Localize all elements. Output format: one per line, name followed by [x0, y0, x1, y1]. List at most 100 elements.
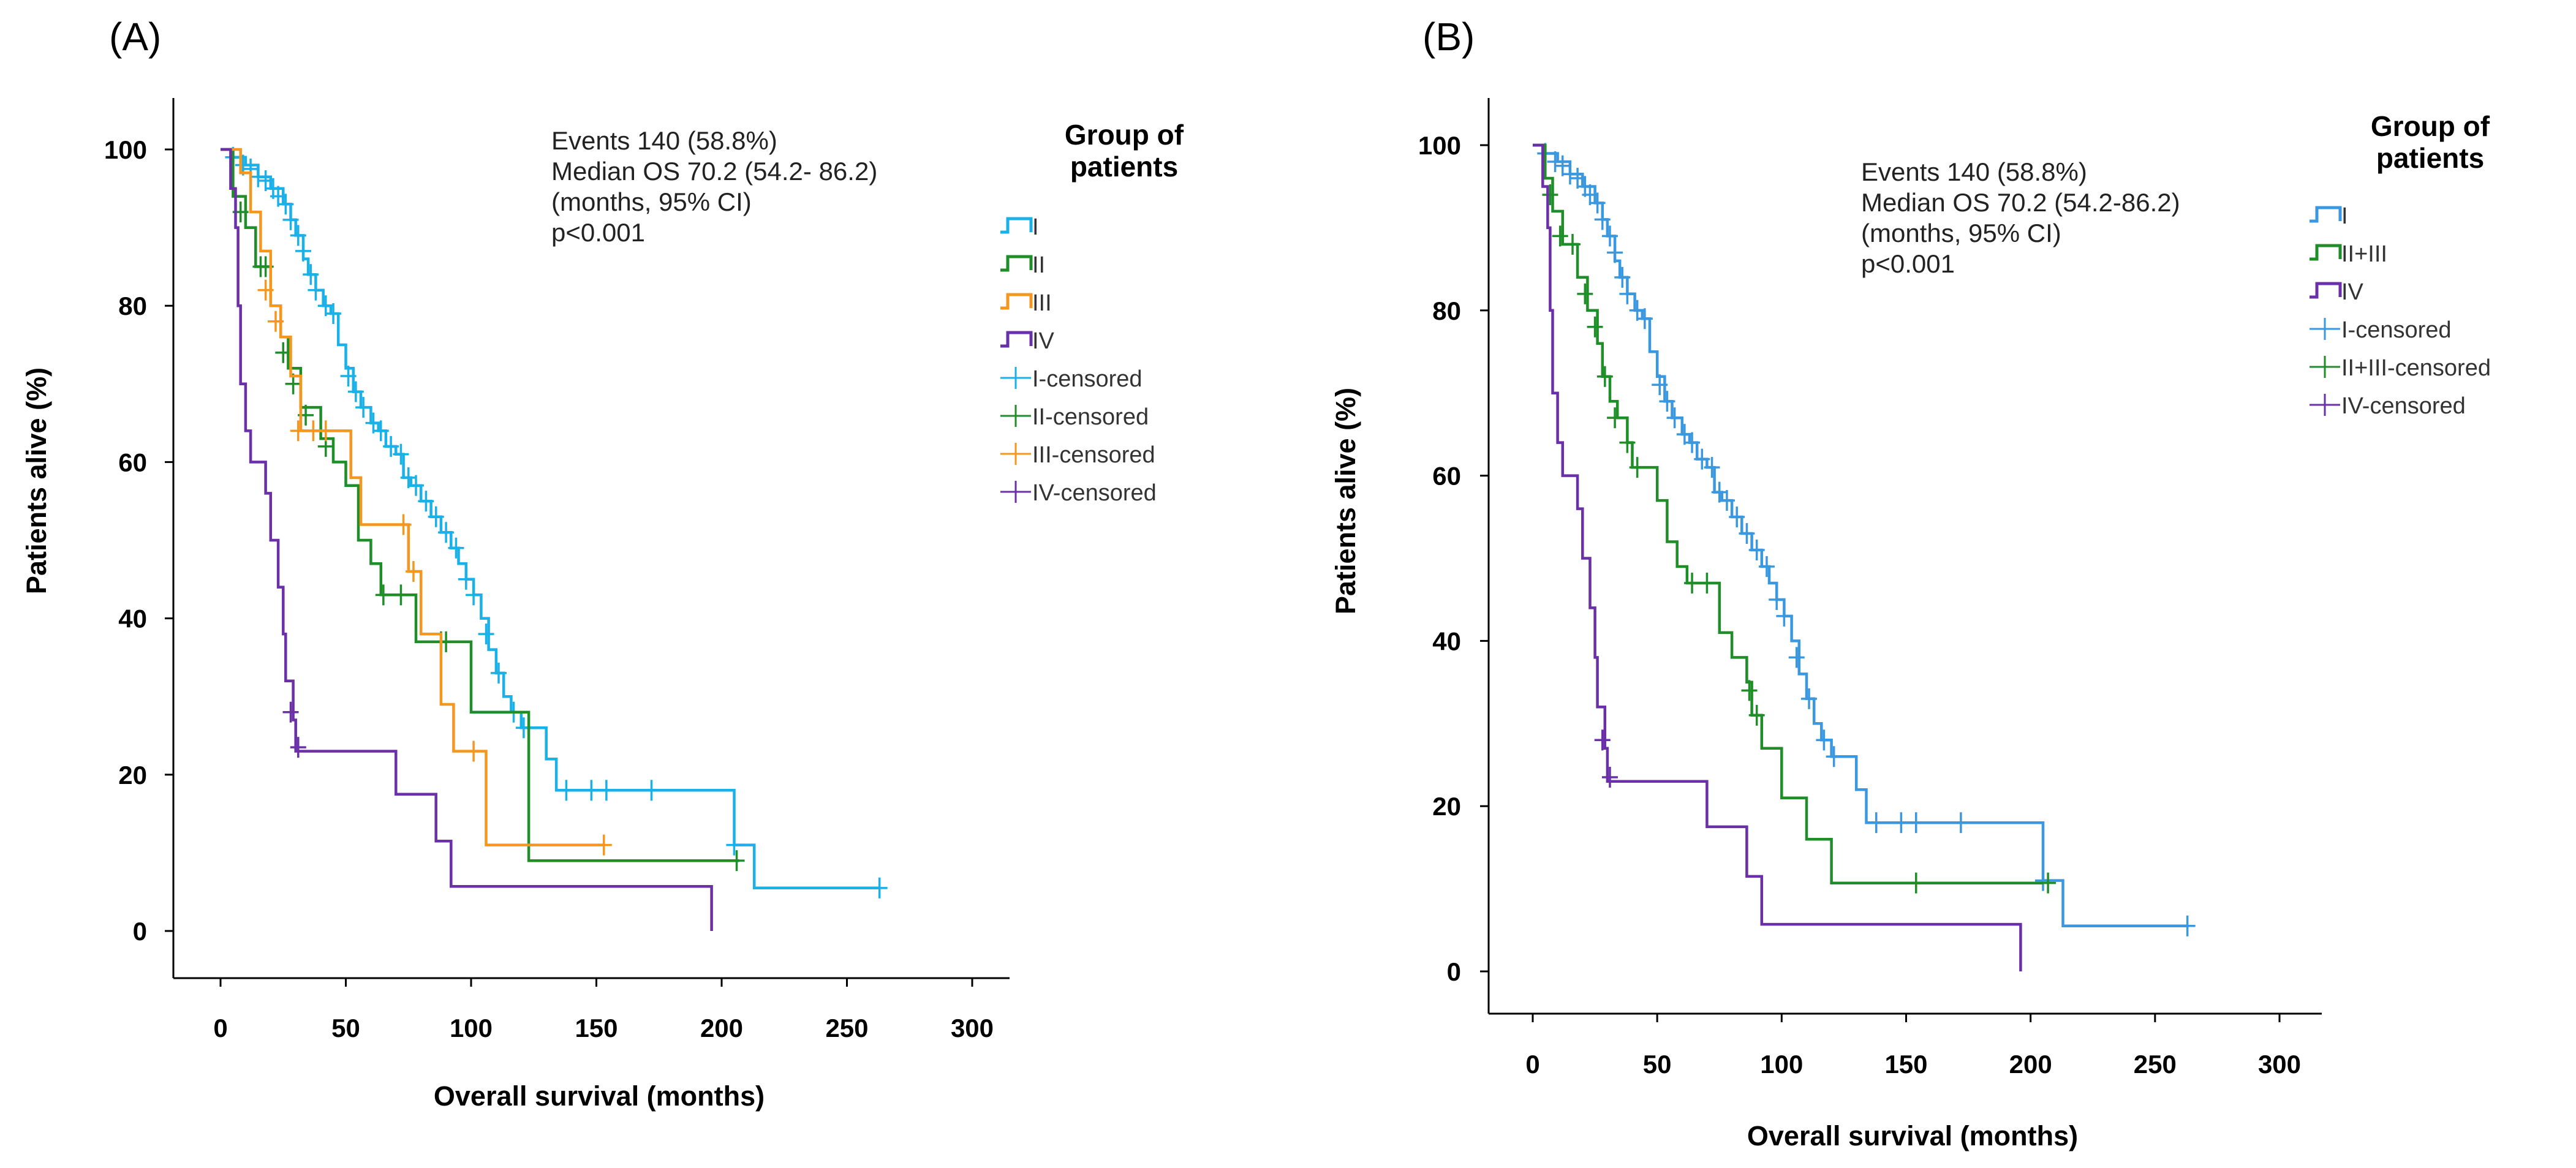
- censor-mark-i: [1607, 242, 1623, 263]
- stats-annotation-line: Events 140 (58.8%): [551, 126, 777, 155]
- censor-mark-iii: [267, 311, 284, 332]
- censor-mark-i: [1614, 266, 1631, 288]
- censor-mark-iv: [290, 737, 306, 758]
- censor-mark-ii-iii: [1607, 407, 1623, 429]
- legend-swatch-step: [1000, 331, 1033, 348]
- censor-mark-i: [1952, 812, 1969, 834]
- censor-mark-i: [408, 475, 425, 496]
- censor-mark-i: [458, 568, 474, 590]
- censor-mark-i: [1826, 746, 1842, 767]
- censor-mark-i: [1589, 192, 1606, 214]
- censor-mark-i: [1684, 432, 1701, 453]
- censor-mark-i: [290, 225, 306, 246]
- censor-mark-i: [1554, 155, 1571, 176]
- censor-mark-i: [1788, 647, 1805, 668]
- censor-mark-i: [558, 780, 575, 801]
- censor-mark-i: [340, 366, 357, 387]
- x-tick-label: 50: [331, 1014, 360, 1042]
- x-axis-title: Overall survival (months): [434, 1080, 765, 1112]
- censor-mark-i: [643, 780, 660, 801]
- censor-mark-ii-iii: [1908, 872, 1924, 894]
- km-panel-a: (A) 0 20 40 60 80 100 0 50 100 150 200 250 300 Overall…: [21, 15, 1184, 1112]
- x-tick-label: 250: [2134, 1050, 2177, 1079]
- x-axis-title: Overall survival (months): [1747, 1120, 2078, 1151]
- censor-mark-i: [1562, 164, 1578, 185]
- y-tick-label: 80: [118, 292, 147, 320]
- censor-mark-i: [347, 381, 364, 402]
- censor-mark-i: [2179, 915, 2196, 936]
- censor-mark-i: [1636, 308, 1653, 330]
- x-tick-label: 300: [951, 1014, 994, 1042]
- censor-mark-i: [438, 522, 455, 543]
- survival-curve-iii: [221, 148, 604, 846]
- censor-mark-iii: [317, 420, 334, 442]
- censor-mark-i: [1652, 374, 1668, 396]
- legend-swatch-step: [1000, 217, 1033, 234]
- km-panel-b: (B) 0 20 40 60 80 100 0 50 100 150 200 250 300 Overall…: [1330, 15, 2491, 1151]
- censor-mark-i: [1601, 225, 1618, 247]
- censor-mark-iii: [257, 279, 274, 301]
- censor-mark-i: [428, 506, 444, 527]
- censor-mark-i: [1547, 151, 1563, 172]
- legend-label: III: [1032, 290, 1052, 316]
- x-tick-label: 300: [2258, 1050, 2301, 1079]
- legend-swatch-step: [2310, 206, 2342, 223]
- y-tick-label: 20: [118, 761, 147, 789]
- censor-mark-iii: [395, 514, 412, 535]
- censor-mark-ii: [728, 850, 745, 872]
- censor-mark-i: [372, 420, 389, 442]
- censor-mark-ii-iii: [1619, 432, 1636, 453]
- y-tick-label: 100: [104, 135, 147, 164]
- censor-mark-i: [1718, 490, 1735, 511]
- censor-mark-i: [1769, 589, 1785, 610]
- legend-swatch-step: [2310, 282, 2342, 299]
- censor-mark-iv: [282, 701, 299, 723]
- censor-mark-i: [1801, 688, 1818, 709]
- censor-mark-i: [466, 584, 482, 606]
- censor-mark-i: [393, 443, 409, 465]
- panel-label: (A): [109, 15, 161, 59]
- legend-label: I: [1032, 214, 1039, 240]
- censor-mark-ii: [375, 584, 391, 606]
- censor-mark-i: [282, 209, 299, 230]
- y-tick-label: 20: [1432, 792, 1461, 821]
- y-tick-label: 40: [1432, 627, 1461, 655]
- censor-mark-ii-iii: [1699, 572, 1715, 593]
- censor-mark-ii-iii: [1565, 233, 1581, 255]
- censor-mark-i: [383, 435, 399, 457]
- legend-label: IV: [1032, 328, 1055, 354]
- censor-mark-iii: [405, 561, 421, 582]
- censor-mark-ii-iii: [1741, 680, 1758, 701]
- y-tick-label: 0: [133, 917, 147, 946]
- censor-mark-i: [1619, 283, 1636, 304]
- censor-mark-i: [1711, 481, 1728, 503]
- censor-mark-i: [325, 303, 342, 324]
- x-tick-label: 150: [575, 1014, 618, 1042]
- x-tick-label: 150: [1884, 1050, 1927, 1079]
- legend-label: II-censored: [1032, 404, 1149, 430]
- legend-swatch-step: [1000, 293, 1033, 310]
- censor-mark-i: [1729, 507, 1745, 528]
- legend-title: patients: [2376, 142, 2484, 174]
- legend-swatch-step: [1000, 255, 1033, 272]
- stats-annotation-line: Median OS 70.2 (54.2-86.2): [1861, 188, 2180, 217]
- censor-mark-ii-iii: [1596, 366, 1613, 387]
- censor-mark-i: [1758, 556, 1775, 577]
- censor-mark-i: [1694, 448, 1710, 470]
- censor-mark-i: [1739, 523, 1755, 544]
- y-axis-title: Patients alive (%): [21, 367, 52, 594]
- legend-label: III-censored: [1032, 442, 1155, 468]
- censor-mark-i: [278, 194, 294, 215]
- legend-swatch-step: [2310, 244, 2342, 261]
- survival-curve-ii-iii: [1533, 143, 2043, 884]
- survival-curve-i: [221, 148, 880, 890]
- y-axis-title: Patients alive (%): [1330, 388, 1361, 614]
- y-tick-label: 60: [118, 448, 147, 477]
- censor-mark-i: [1659, 391, 1675, 412]
- censor-mark-iv: [1601, 766, 1618, 788]
- censor-mark-i: [250, 166, 266, 187]
- censor-mark-ii: [275, 342, 292, 363]
- censor-mark-i: [308, 279, 324, 301]
- censor-mark-i: [1748, 540, 1765, 561]
- censor-mark-i: [871, 877, 888, 899]
